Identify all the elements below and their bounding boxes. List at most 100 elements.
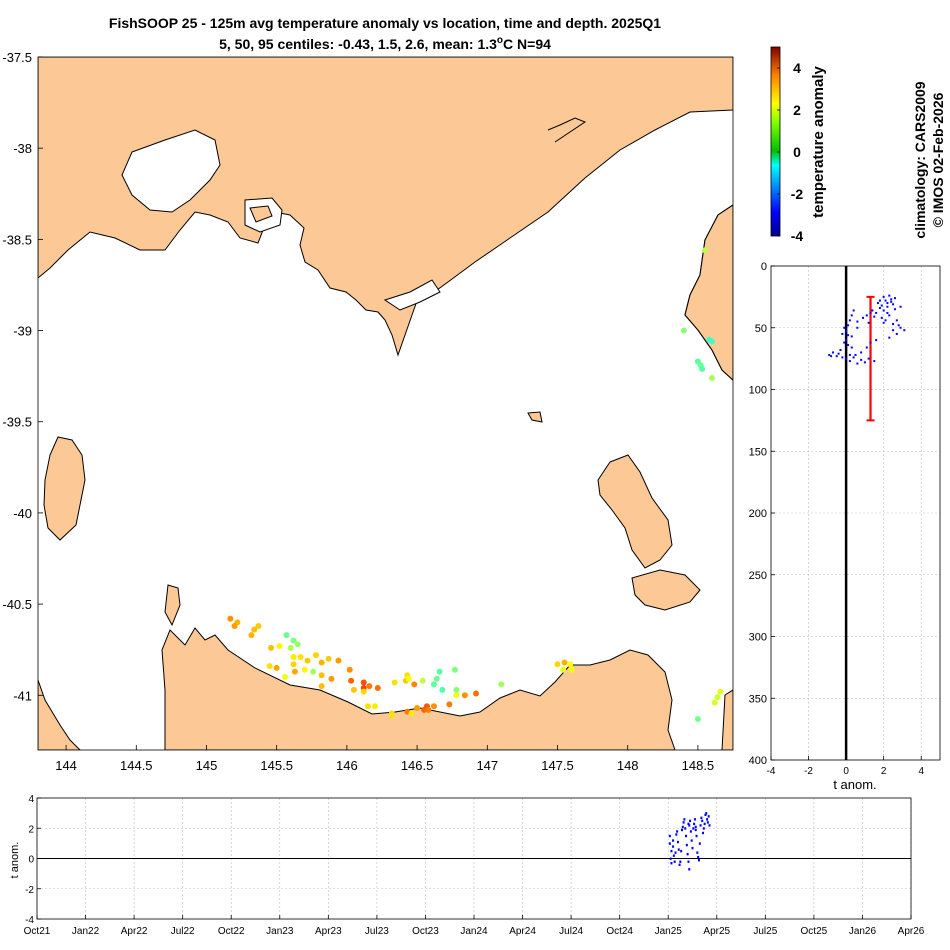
map-point (301, 666, 308, 673)
colorbar-ticks: 4 2 0 -2 -4 (777, 60, 803, 244)
chart-title: FishSOOP 25 - 125m avg temperature anoma… (109, 15, 661, 31)
map-y-tick-label: -40.5 (2, 597, 32, 612)
time-point (682, 821, 685, 824)
map-y-tick-label: -38 (13, 141, 32, 156)
depth-y-tick-label: 100 (749, 385, 767, 397)
map-y-ticks: -37.5 -38 -38.5 -39 -39.5 -40 -40.5 -41 (2, 50, 43, 703)
colorbar-label: temperature anomaly (810, 65, 827, 217)
map-point (433, 675, 440, 682)
time-point (696, 851, 699, 854)
map-point (290, 637, 297, 644)
map-point (717, 688, 724, 695)
time-x-tick-label: Oct24 (606, 926, 633, 937)
depth-point (888, 336, 891, 339)
depth-point (875, 339, 878, 342)
time-x-tick-label: Jan22 (72, 926, 100, 937)
depth-point (843, 341, 846, 344)
time-point (673, 860, 676, 863)
depth-point (895, 319, 898, 322)
colorbar-gradient (770, 46, 781, 237)
time-point (683, 818, 686, 821)
map-point (436, 668, 443, 675)
map-point (568, 666, 575, 673)
colorbar: 4 2 0 -2 -4 temperature anomaly (770, 46, 827, 244)
map-point (452, 666, 458, 673)
time-x-tick-label: Apr22 (121, 926, 148, 937)
map-point (283, 632, 290, 639)
map-x-tick-label: 145.5 (260, 758, 293, 773)
time-point (670, 849, 673, 853)
depth-point (890, 298, 893, 301)
time-x-tick-label: Jul24 (559, 926, 583, 937)
time-y-tick-label: -4 (25, 915, 34, 926)
corner-inlet (383, 279, 441, 311)
map-point (711, 699, 718, 706)
map-point (430, 681, 437, 688)
depth-xlabel: t anom. (833, 777, 876, 792)
depth-point (850, 314, 853, 317)
map-x-ticks: 144 144.5 145 145.5 146 146.5 147 147.5 148 148.5 (55, 745, 714, 773)
time-points (668, 812, 711, 871)
map-point (567, 661, 574, 668)
port-phillip-bay (121, 129, 221, 213)
time-point (693, 822, 696, 826)
depth-y-tick-label: 350 (749, 693, 767, 705)
map-point (291, 668, 298, 675)
map-point (294, 641, 301, 648)
map-x-tick-label: 146 (336, 758, 358, 773)
map-point (439, 686, 446, 693)
depth-y-tick-label: 300 (749, 632, 767, 644)
depth-point (892, 329, 895, 332)
map-y-tick-label: -39 (13, 324, 32, 339)
time-ylabel: t anom. (9, 842, 21, 879)
depth-point (862, 316, 865, 319)
depth-point (873, 315, 876, 318)
time-point (680, 849, 683, 853)
depth-point (846, 334, 849, 337)
time-point (708, 824, 711, 827)
depth-point (856, 320, 859, 323)
map-y-tick-label: -39.5 (2, 415, 32, 430)
map-point (268, 644, 275, 651)
depth-y-tick-label: 400 (749, 755, 767, 767)
map-point (694, 715, 701, 722)
map-point (374, 684, 381, 691)
time-point (694, 825, 697, 829)
time-x-tick-label: Oct22 (218, 926, 245, 937)
depth-point (890, 300, 893, 303)
map-point (371, 703, 378, 710)
depth-point (884, 319, 887, 322)
time-point (689, 819, 692, 823)
depth-point (852, 309, 855, 312)
depth-point (895, 332, 898, 335)
depth-point (867, 321, 870, 324)
time-point (668, 834, 671, 838)
time-point (706, 818, 709, 821)
depth-point (888, 314, 891, 317)
map-y-tick-label: -38.5 (2, 232, 32, 247)
map-point (313, 652, 319, 659)
time-x-tick-label: Apr23 (315, 926, 342, 937)
depth-point (841, 356, 844, 359)
time-x-tick-label: Apr25 (703, 926, 730, 937)
map-panel: 144 144.5 145 145.5 146 146.5 147 147.5 148 148.5… (2, 50, 734, 773)
map-point (364, 703, 371, 710)
map-point (350, 686, 357, 693)
time-series-panel: Oct21 Jan22 Apr22 Jul22 Oct22 Jan23 Apr23 Jul23… (9, 794, 925, 937)
depth-y-tick-label: 250 (749, 570, 767, 582)
map-point (699, 365, 706, 372)
depth-y-tick-label: 0 (761, 261, 767, 273)
time-x-tick-label: Apr26 (898, 926, 925, 937)
time-point (689, 830, 692, 833)
land-tasmania (38, 679, 81, 750)
map-point (461, 692, 468, 699)
time-x-tick-label: Jan25 (655, 926, 683, 937)
map-point (231, 622, 238, 629)
map-points (227, 247, 724, 722)
colorbar-tick-label: -2 (791, 186, 804, 202)
map-point (446, 701, 453, 708)
map-land (38, 57, 733, 750)
depth-point (875, 311, 878, 314)
cape-barren-island (631, 569, 701, 611)
depth-point (850, 335, 853, 338)
